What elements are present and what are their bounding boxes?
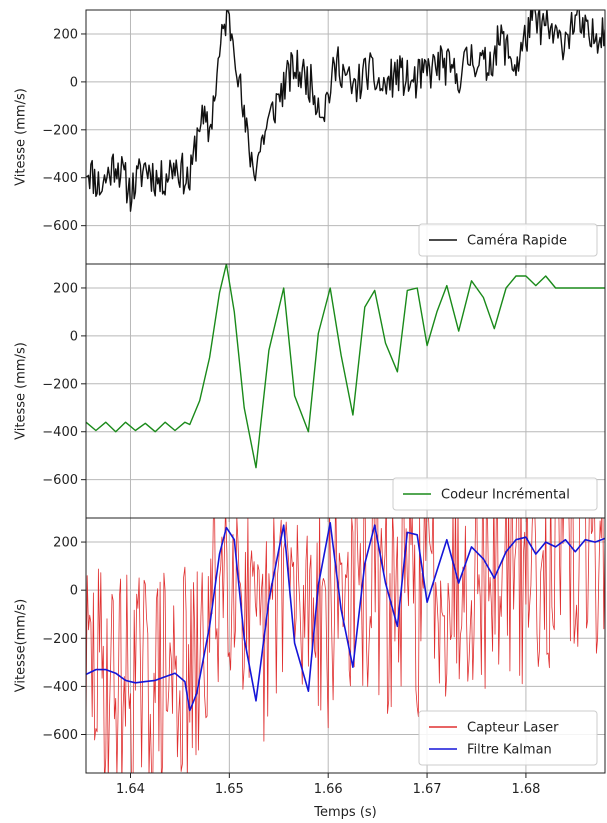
panel-laser-kalman: −600 −400 −200 0 200 1.64 1.65 1.66 1.67 1.68 Vi… — [14, 517, 606, 820]
y-tick-label: −600 — [42, 219, 78, 234]
y-axis-label: Vitesse (mm/s) — [14, 342, 29, 440]
x-tick-label: 1.67 — [413, 782, 442, 797]
y-tick-label: −200 — [42, 377, 78, 392]
series-lines — [86, 10, 605, 212]
y-axis-label: Vitesse (mm/s) — [14, 88, 29, 186]
y-tick-label: 200 — [53, 27, 78, 42]
x-axis-label: Temps (s) — [313, 805, 376, 820]
y-tick-label: −600 — [42, 728, 78, 743]
y-tick-label: −200 — [42, 632, 78, 647]
legend-label-encoder: Codeur Incrémental — [441, 488, 570, 503]
legend-label-laser: Capteur Laser — [467, 721, 559, 736]
plot-frame — [85, 517, 606, 774]
legend: Capteur Laser Filtre Kalman — [418, 710, 598, 766]
y-axis-label: Vitesse(mm/s) — [14, 599, 29, 692]
x-axis-ticks: 1.64 1.65 1.66 1.67 1.68 — [116, 773, 540, 797]
y-tick-label: 0 — [70, 75, 78, 90]
y-axis-ticks: −600 −400 −200 0 200 — [42, 27, 527, 268]
series-line-cam-ra-rapide — [86, 10, 605, 212]
y-tick-label: −600 — [42, 473, 78, 488]
y-tick-label: 200 — [53, 536, 78, 551]
y-axis-ticks: −600 −400 −200 0 200 — [42, 536, 86, 743]
y-tick-label: −400 — [42, 425, 78, 440]
legend: Codeur Incrémental — [392, 477, 598, 511]
y-tick-label: −400 — [42, 171, 78, 186]
x-tick-label: 1.65 — [215, 782, 244, 797]
y-tick-label: −200 — [42, 123, 78, 138]
legend-box — [418, 223, 598, 257]
series-line-codeur-incr-mental — [86, 264, 605, 469]
series-line-capteur-laser — [86, 518, 605, 773]
x-tick-label: 1.66 — [314, 782, 343, 797]
panel-encoder: −600 −400 −200 0 200 Vitesse (mm/s) Codeur I… — [14, 263, 606, 522]
legend: Caméra Rapide — [418, 223, 598, 257]
y-tick-label: 200 — [53, 281, 78, 296]
y-tick-label: 0 — [70, 329, 78, 344]
legend-box — [392, 477, 598, 511]
x-tick-label: 1.68 — [511, 782, 540, 797]
y-tick-label: 0 — [70, 584, 78, 599]
legend-label-camera: Caméra Rapide — [467, 234, 567, 249]
x-tick-label: 1.64 — [116, 782, 145, 797]
legend-label-kalman: Filtre Kalman — [467, 743, 552, 758]
legend-box — [418, 710, 598, 766]
series-line-filtre-kalman — [86, 522, 605, 712]
grid — [86, 264, 605, 518]
y-axis-ticks: −600 −400 −200 0 200 — [42, 281, 527, 522]
y-tick-label: −400 — [42, 680, 78, 695]
series-lines — [86, 264, 605, 469]
series-lines — [86, 518, 605, 773]
panel-camera: −600 −400 −200 0 200 Vitesse (mm/s) Caméra R… — [14, 9, 606, 268]
